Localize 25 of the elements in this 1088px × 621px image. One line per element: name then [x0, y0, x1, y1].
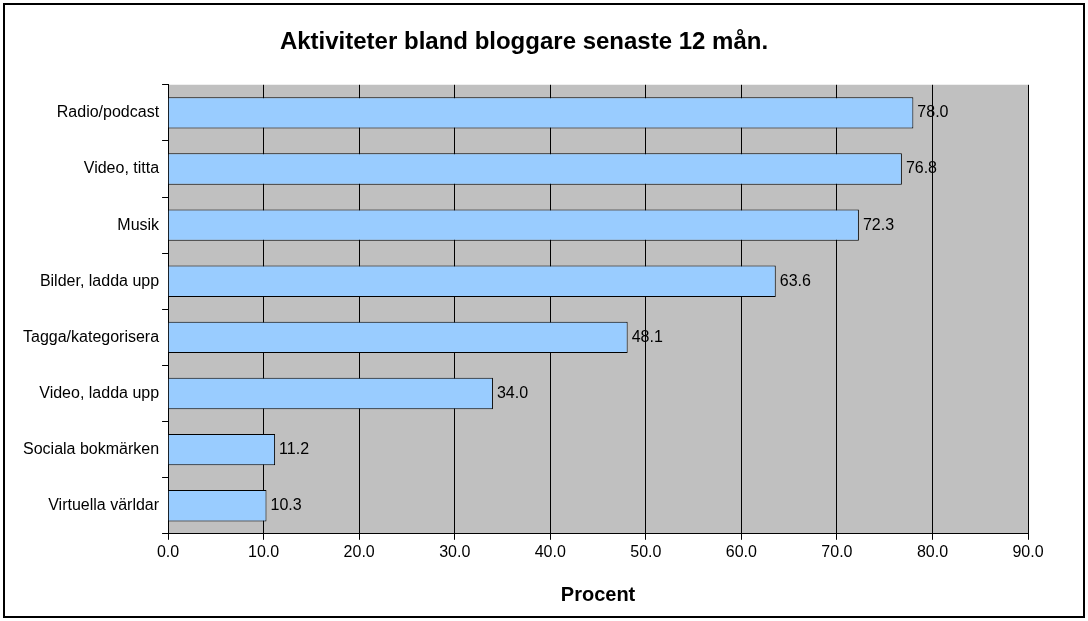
x-axis-title: Procent [560, 582, 636, 605]
x-tick-label: 40.0 [534, 542, 566, 560]
chart-title: Aktiviteter bland bloggare senaste 12 mån. [279, 27, 769, 55]
data-label: 34.0 [496, 383, 529, 401]
data-label: 63.6 [779, 271, 811, 289]
data-label: 72.3 [862, 215, 895, 233]
y-tick-label: Bilder, ladda upp [39, 271, 160, 289]
x-tick-label: 80.0 [916, 542, 949, 560]
x-tick-label: 90.0 [1012, 542, 1044, 560]
x-tick-label: 20.0 [343, 542, 375, 560]
y-tick-label: Video, titta [83, 159, 160, 177]
x-tick-label: 50.0 [630, 542, 662, 560]
x-tick-label: 30.0 [439, 542, 471, 560]
x-tick-label: 60.0 [725, 542, 758, 560]
y-tick-label: Sociala bokmärken [23, 440, 160, 458]
y-tick-label: Virtuella världar [48, 496, 160, 514]
y-tick-label: Video, ladda upp [39, 383, 160, 401]
x-tick-label: 10.0 [248, 542, 280, 560]
data-label: 11.2 [279, 440, 310, 458]
x-tick-label: 0.0 [156, 542, 180, 560]
y-tick-label: Musik [117, 215, 161, 233]
y-tick-label: Tagga/kategorisera [22, 327, 160, 345]
data-label: 10.3 [270, 496, 302, 514]
y-tick-label: Radio/podcast [56, 103, 160, 121]
x-tick-label: 70.0 [821, 542, 853, 560]
